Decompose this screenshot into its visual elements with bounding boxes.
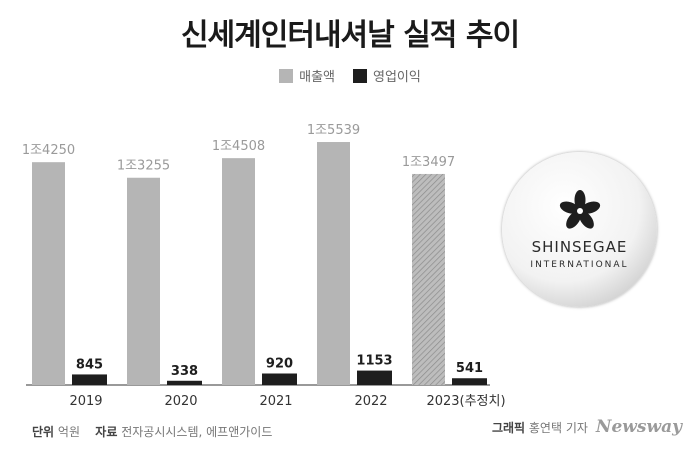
bar-revenue-2: [222, 158, 255, 385]
legend-item-revenue: 매출액: [279, 66, 335, 85]
label-revenue-4: 1조3497: [402, 155, 455, 170]
label-revenue-2: 1조4508: [212, 139, 265, 154]
graphic-value: 홍연택 기자: [528, 421, 588, 435]
label-operating-profit-0: 845: [76, 357, 103, 372]
bar-revenue-3: [317, 142, 350, 385]
bar-operating-profit-2: [262, 373, 297, 385]
legend-swatch-revenue: [279, 68, 294, 83]
legend-label-revenue: 매출액: [299, 70, 336, 85]
x-tick-0: 2019: [69, 394, 102, 409]
legend-item-operating-profit: 영업이익: [353, 66, 421, 85]
bar-revenue-0: [32, 162, 65, 385]
legend: 매출액 영업이익: [0, 66, 700, 85]
unit-label: 단위: [32, 425, 55, 439]
x-tick-2: 2021: [259, 394, 292, 409]
x-tick-4: 2023(추정치): [426, 394, 505, 409]
unit-value: 억원: [57, 425, 81, 439]
label-operating-profit-1: 338: [171, 364, 198, 379]
label-revenue-3: 1조5539: [307, 123, 360, 138]
label-operating-profit-3: 1153: [356, 354, 392, 369]
bar-operating-profit-4: [452, 378, 487, 385]
x-tick-1: 2020: [164, 394, 197, 409]
label-operating-profit-4: 541: [456, 361, 483, 376]
bar-operating-profit-1: [167, 380, 202, 385]
footer-source: 단위 억원 자료 전자공시시스템, 에프앤가이드: [32, 423, 272, 440]
logo-subtitle: INTERNATIONAL: [530, 260, 629, 270]
x-tick-3: 2022: [354, 394, 387, 409]
label-operating-profit-2: 920: [266, 357, 293, 372]
source-label: 자료: [95, 425, 118, 439]
bar-operating-profit-0: [72, 374, 107, 385]
footer-credit: 그래픽 홍연택 기자 Newsway: [492, 417, 682, 437]
legend-swatch-operating-profit: [353, 68, 368, 83]
bar-revenue-4: [412, 173, 445, 385]
source-value: 전자공시시스템, 에프앤가이드: [121, 425, 273, 439]
bar-operating-profit-3: [357, 370, 392, 385]
flower-icon: [559, 190, 601, 229]
bar-revenue-1: [127, 177, 160, 385]
label-revenue-0: 1조4250: [22, 143, 75, 158]
logo-name: SHINSEGAE: [531, 238, 628, 256]
chart-title: 신세계인터내셔날 실적 추이: [180, 18, 520, 53]
brand-logo: Newsway: [595, 417, 682, 437]
graphic-label: 그래픽: [491, 421, 526, 435]
label-revenue-1: 1조3255: [117, 159, 170, 174]
legend-label-operating-profit: 영업이익: [373, 70, 421, 85]
company-logo: SHINSEGAE INTERNATIONAL: [502, 152, 657, 307]
logo-badge: [502, 152, 657, 307]
